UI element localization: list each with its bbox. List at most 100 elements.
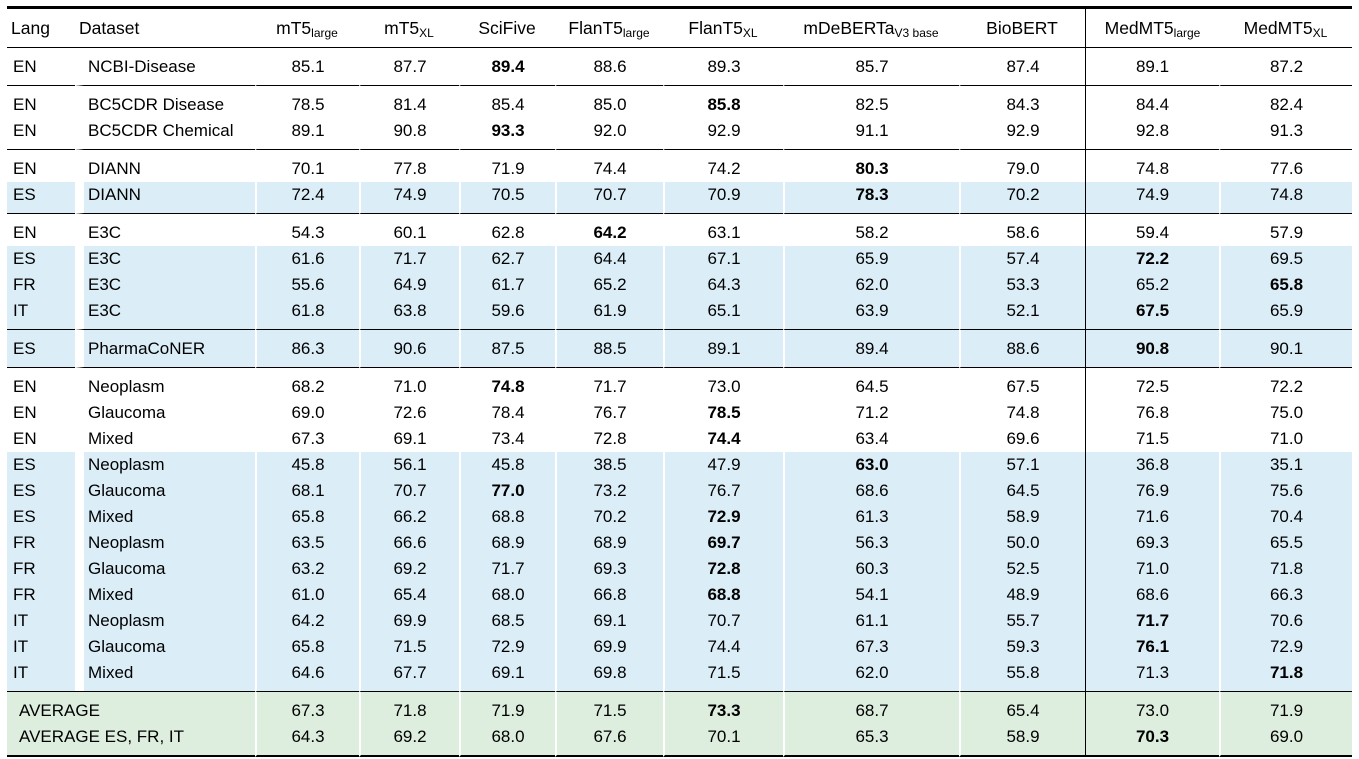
- score-cell: 70.1: [663, 723, 783, 757]
- score-cell: 84.4: [1085, 85, 1219, 118]
- lang-cell: ES: [7, 477, 75, 504]
- table-row: EN E3C 54.3 60.1 62.8 64.2 63.1 58.2 58.6 59.4 57.…: [7, 213, 1352, 246]
- score-cell: 45.8: [255, 451, 359, 478]
- score-cell: 72.2: [1085, 245, 1219, 272]
- dataset-cell: Mixed: [75, 581, 255, 608]
- score-cell: 74.8: [459, 367, 555, 400]
- score-cell: 54.3: [255, 213, 359, 246]
- table-row: ES PharmaCoNER 86.3 90.6 87.5 88.5 89.1 89.4 88.…: [7, 329, 1352, 367]
- table-row: IT Glaucoma 65.8 71.5 72.9 69.9 74.4 67.3 59.3 76…: [7, 633, 1352, 660]
- score-cell: 89.1: [1085, 48, 1219, 85]
- table-group: EN NCBI-Disease 85.1 87.7 89.4 88.6 89.3 85.7 87…: [7, 48, 1352, 85]
- score-cell: 72.6: [393, 403, 427, 422]
- score-cell: 65.5: [1219, 529, 1352, 556]
- column-header-label: FlanT5: [568, 18, 623, 38]
- score-cell: 61.6: [255, 245, 359, 272]
- score-cell: 73.2: [555, 477, 663, 504]
- score-cell: 88.6: [959, 329, 1085, 367]
- score-cell: 69.8: [555, 659, 663, 691]
- score-cell: 71.8: [1219, 659, 1352, 691]
- lang-cell: EN: [7, 213, 75, 246]
- score-cell: 67.5: [959, 367, 1085, 400]
- score-cell: 69.1: [393, 429, 427, 448]
- score-cell: 71.9: [1219, 691, 1352, 724]
- score-cell: 61.9: [555, 297, 663, 329]
- score-cell: 53.3: [959, 271, 1085, 298]
- score-cell: 67.5: [1085, 297, 1219, 329]
- score-cell: 76.7: [663, 477, 783, 504]
- score-cell: 92.8: [1085, 117, 1219, 149]
- score-cell: 62.8: [459, 213, 555, 246]
- score-cell: 71.7: [359, 245, 459, 272]
- score-cell: 69.2: [359, 555, 459, 582]
- lang-cell: EN: [7, 85, 75, 118]
- score-cell: 65.1: [663, 297, 783, 329]
- score-cell: 92.9: [1006, 121, 1040, 140]
- score-cell: 71.0: [1269, 429, 1304, 448]
- lang-cell: FR: [7, 529, 75, 556]
- score-cell: 85.7: [855, 57, 889, 76]
- table-group: AVERAGE 67.3 71.8 71.9 71.5 73.3 68.7 65.4 73.0 7…: [7, 691, 1352, 757]
- score-cell: 59.4: [1085, 213, 1219, 246]
- score-cell: 68.1: [255, 477, 359, 504]
- lang-cell: ES: [7, 181, 75, 213]
- lang-cell: IT: [7, 607, 75, 634]
- score-cell: 65.2: [1085, 271, 1219, 298]
- score-cell: 77.0: [459, 477, 555, 504]
- score-cell: 90.1: [1219, 329, 1352, 367]
- score-cell: 91.1: [855, 121, 889, 140]
- dataset-cell: Mixed: [75, 503, 255, 530]
- score-cell: 64.5: [959, 477, 1085, 504]
- score-cell: 66.6: [359, 529, 459, 556]
- column-header: mDeBERTaV3 base: [783, 6, 959, 48]
- score-cell: 82.5: [783, 85, 959, 118]
- column-header-label: SciFive: [478, 18, 536, 38]
- score-cell: 79.0: [959, 149, 1085, 182]
- score-cell: 89.3: [707, 57, 741, 76]
- score-cell: 76.8: [1085, 399, 1219, 426]
- table-group: EN BC5CDR Disease 78.5 81.4 85.4 85.0 85.8 82.5…: [7, 85, 1352, 149]
- score-cell: 72.9: [459, 633, 555, 660]
- score-cell: 68.5: [459, 607, 555, 634]
- score-cell: 89.1: [663, 329, 783, 367]
- score-cell: 69.6: [1006, 429, 1040, 448]
- score-cell: 71.7: [1085, 607, 1219, 634]
- dataset-cell: Glaucoma: [75, 555, 255, 582]
- table-row: EN BC5CDR Disease 78.5 81.4 85.4 85.0 85.8 82.5…: [7, 85, 1352, 118]
- score-cell: 70.6: [1219, 607, 1352, 634]
- score-cell: 75.0: [1269, 403, 1304, 422]
- score-cell: 74.8: [1006, 403, 1040, 422]
- score-cell: 74.9: [359, 181, 459, 213]
- score-cell: 78.5: [255, 85, 359, 118]
- column-header-subscript: large: [311, 26, 338, 40]
- column-header-subscript: large: [1173, 26, 1201, 40]
- score-cell: 91.3: [1269, 121, 1304, 140]
- score-cell: 61.0: [255, 581, 359, 608]
- dataset-cell: PharmaCoNER: [75, 329, 255, 367]
- score-cell: 45.8: [459, 451, 555, 478]
- column-header-label: Dataset: [79, 18, 140, 38]
- score-cell: 71.7: [459, 555, 555, 582]
- lang-cell: FR: [7, 581, 75, 608]
- table-group: EN E3C 54.3 60.1 62.8 64.2 63.1 58.2 58.6 59.4 57.…: [7, 213, 1352, 329]
- score-cell: 71.0: [1085, 555, 1219, 582]
- dataset-cell: DIANN: [75, 181, 255, 213]
- dataset-cell: Glaucoma: [88, 403, 166, 422]
- score-cell: 65.8: [1219, 271, 1352, 298]
- column-header: BioBERT: [959, 6, 1085, 48]
- table-row: ES E3C 61.6 71.7 62.7 64.4 67.1 65.9 57.4 72.2 69.…: [7, 245, 1352, 272]
- score-cell: 55.8: [959, 659, 1085, 691]
- score-cell: 63.1: [663, 213, 783, 246]
- score-cell: 66.3: [1219, 581, 1352, 608]
- score-cell: 55.7: [959, 607, 1085, 634]
- score-cell: 52.1: [959, 297, 1085, 329]
- score-cell: 87.2: [1269, 57, 1304, 76]
- score-cell: 65.8: [255, 633, 359, 660]
- score-cell: 73.4: [491, 429, 525, 448]
- score-cell: 71.8: [359, 691, 459, 724]
- score-cell: 72.9: [1219, 633, 1352, 660]
- score-cell: 88.6: [593, 57, 627, 76]
- score-cell: 62.7: [459, 245, 555, 272]
- dataset-cell: DIANN: [75, 149, 255, 182]
- score-cell: 74.4: [663, 633, 783, 660]
